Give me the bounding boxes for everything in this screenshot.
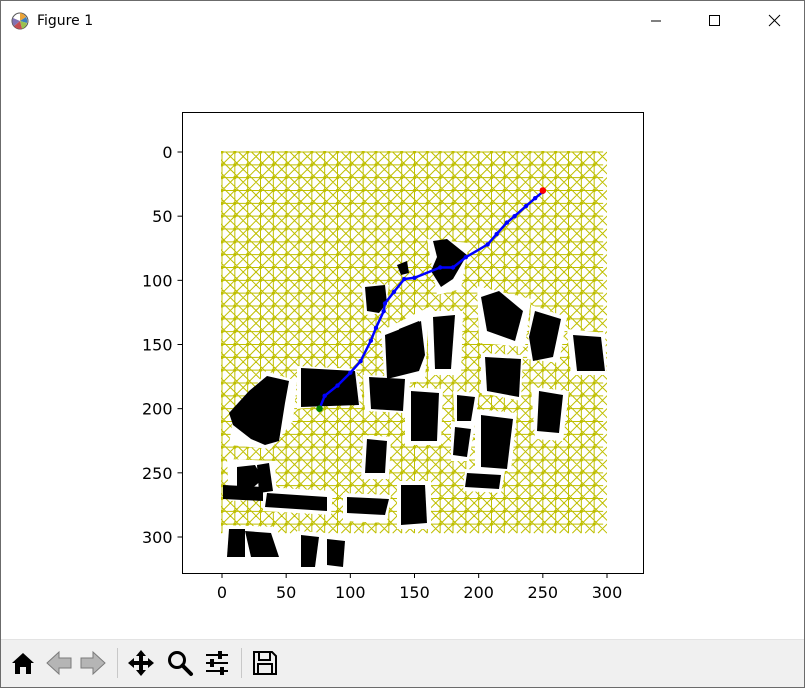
axis-ticks: 0 50 100 150 200 250 300 0 50 100 150 200 250 300 — [142, 143, 622, 602]
path-point — [368, 338, 374, 343]
start-point — [316, 405, 323, 412]
close-icon — [768, 14, 781, 27]
x-tick-label: 300 — [592, 583, 623, 602]
save-button[interactable] — [249, 647, 281, 679]
building — [401, 485, 427, 525]
building — [457, 395, 475, 421]
toolbar-separator — [117, 648, 118, 678]
forward-button[interactable] — [77, 647, 109, 679]
building — [481, 415, 513, 469]
path-point — [381, 308, 386, 314]
building — [265, 493, 327, 511]
path-point — [463, 255, 469, 260]
building — [369, 377, 405, 411]
close-button[interactable] — [746, 1, 804, 41]
y-tick-label: 150 — [142, 336, 173, 355]
back-button[interactable] — [43, 647, 75, 679]
building — [411, 391, 439, 441]
toolbar-separator — [241, 648, 242, 678]
building — [327, 539, 345, 567]
building — [485, 357, 521, 397]
path-point — [523, 203, 529, 209]
y-tick-label: 0 — [162, 143, 172, 162]
building — [223, 485, 263, 501]
path-line — [318, 190, 544, 410]
path-point — [348, 370, 353, 375]
building — [229, 376, 289, 445]
move-icon — [128, 650, 154, 676]
path-point — [532, 196, 538, 201]
building — [257, 463, 273, 493]
building — [227, 529, 245, 557]
minimize-icon — [651, 20, 661, 22]
building — [537, 391, 563, 433]
x-tick-label: 100 — [335, 583, 366, 602]
path-point — [358, 358, 363, 364]
navigation-toolbar — [1, 639, 804, 687]
maximize-button[interactable] — [686, 1, 744, 41]
building — [301, 535, 319, 567]
path-point — [512, 213, 517, 219]
goal-point — [539, 187, 547, 194]
forward-arrow-icon — [80, 650, 106, 676]
building — [399, 321, 423, 349]
window-title: Figure 1 — [37, 13, 94, 29]
path-point — [335, 383, 340, 388]
plot-area[interactable]: 0 50 100 150 200 250 300 0 50 100 150 200 250 300 — [1, 41, 804, 639]
x-tick-label: 200 — [463, 583, 494, 602]
y-tick-label: 300 — [142, 528, 173, 547]
home-icon — [12, 653, 34, 674]
x-tick-label: 250 — [528, 583, 559, 602]
building — [397, 261, 409, 275]
building — [453, 427, 471, 457]
building — [245, 531, 279, 557]
figure-canvas[interactable]: 0 50 100 150 200 250 300 0 50 100 150 200 250 300 — [1, 41, 804, 639]
minimize-button[interactable] — [628, 1, 686, 41]
path-point — [412, 275, 417, 280]
y-tick-label: 50 — [152, 207, 172, 226]
building — [465, 473, 501, 489]
maximize-icon — [709, 15, 720, 26]
zoom-button[interactable] — [164, 647, 196, 679]
path-point — [504, 220, 510, 225]
subplots-button[interactable] — [201, 647, 233, 679]
building — [365, 285, 387, 313]
building — [365, 439, 387, 473]
building — [481, 291, 523, 341]
y-tick-label: 250 — [142, 464, 173, 483]
matplotlib-icon — [11, 12, 29, 30]
x-tick-label: 0 — [217, 583, 227, 602]
building — [573, 335, 605, 371]
path-point — [322, 393, 327, 399]
path-series — [316, 187, 547, 412]
path-point — [391, 289, 397, 295]
path-point — [450, 265, 456, 270]
path-point — [382, 301, 388, 306]
title-bar[interactable]: Figure 1 — [1, 1, 804, 41]
building — [529, 311, 561, 361]
path-point — [402, 276, 407, 282]
building — [347, 497, 389, 515]
path-point — [373, 325, 379, 331]
x-tick-label: 50 — [276, 583, 296, 602]
building — [433, 315, 455, 369]
obstacles — [223, 239, 607, 573]
building — [431, 239, 467, 287]
back-arrow-icon — [46, 650, 72, 676]
building — [237, 465, 263, 491]
home-button[interactable] — [7, 647, 39, 679]
pan-button[interactable] — [125, 647, 157, 679]
y-tick-label: 100 — [142, 271, 173, 290]
y-tick-label: 200 — [142, 400, 173, 419]
zoom-icon — [168, 651, 193, 676]
path-point — [485, 242, 490, 247]
sliders-icon — [206, 651, 228, 675]
path-point — [494, 231, 499, 237]
path-point — [437, 265, 443, 270]
x-tick-label: 150 — [399, 583, 430, 602]
save-icon — [253, 651, 277, 675]
